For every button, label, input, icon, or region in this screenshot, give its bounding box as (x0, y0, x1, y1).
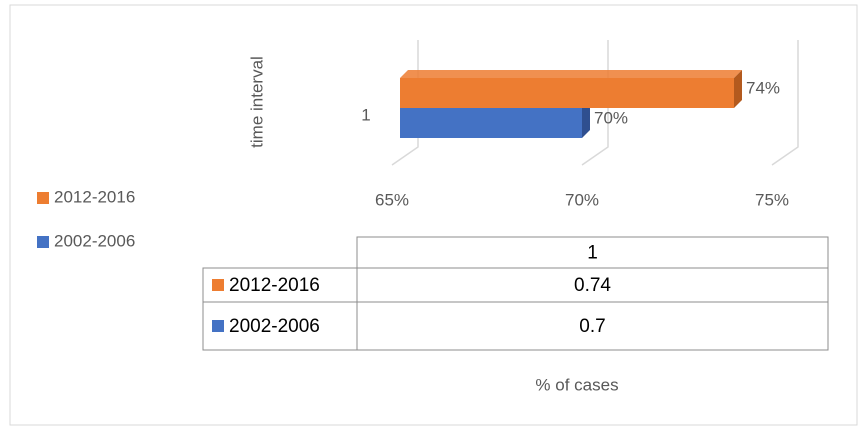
legend-swatch (37, 192, 49, 204)
legend-label: 2012-2016 (54, 187, 135, 206)
chart-border (9, 4, 858, 426)
y-axis-title: time interval (247, 56, 266, 148)
table-cell (356, 301, 829, 351)
legend-label: 2002-2006 (54, 231, 135, 250)
table-value: 0.7 (579, 316, 605, 337)
table-value: 0.74 (574, 275, 611, 296)
data-label: 70% (594, 108, 628, 127)
bar-top (400, 70, 742, 78)
legend-swatch (37, 236, 49, 248)
x-tick-label: 70% (565, 190, 599, 209)
grid-line (771, 40, 799, 166)
data-label: 74% (746, 78, 780, 97)
bar-front (400, 108, 582, 138)
bar-front (400, 78, 734, 108)
table-legend-swatch (212, 279, 224, 291)
x-tick-label: 65% (375, 190, 409, 209)
bar (400, 70, 742, 108)
table-legend-swatch (212, 320, 224, 332)
x-tick-label: 75% (755, 190, 789, 209)
y-tick-label: 1 (361, 105, 370, 124)
table-series-name: 2012-2016 (229, 275, 320, 296)
table-series-name: 2002-2006 (229, 316, 320, 337)
bar-side (734, 70, 742, 108)
table-header: 1 (587, 243, 598, 264)
x-axis-title: % of cases (535, 375, 618, 394)
bar-side (582, 100, 590, 138)
